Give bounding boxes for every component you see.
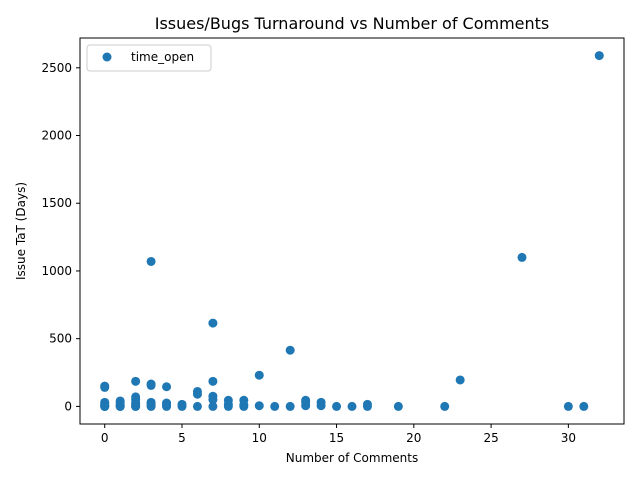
data-point — [362, 401, 372, 411]
data-point — [146, 380, 156, 390]
y-tick-label: 1500 — [41, 196, 72, 210]
data-point — [254, 401, 264, 411]
data-point — [517, 252, 527, 262]
data-point — [162, 401, 172, 411]
legend-marker — [102, 52, 112, 62]
plot-frame — [79, 37, 625, 425]
data-point — [100, 401, 110, 411]
data-point — [393, 401, 403, 411]
data-point — [239, 401, 249, 411]
x-tick-label: 0 — [101, 431, 109, 445]
data-point — [285, 401, 295, 411]
data-point — [162, 382, 172, 392]
data-point — [270, 401, 280, 411]
data-point — [208, 395, 218, 405]
data-point — [100, 382, 110, 392]
data-point — [146, 401, 156, 411]
x-tick-label: 30 — [561, 431, 576, 445]
data-point — [192, 389, 202, 399]
y-tick-label: 0 — [64, 399, 72, 413]
data-point — [440, 401, 450, 411]
data-point — [146, 256, 156, 266]
y-tick-label: 2500 — [41, 61, 72, 75]
data-point — [115, 401, 125, 411]
x-tick-label: 10 — [252, 431, 267, 445]
legend-label: time_open — [131, 50, 194, 64]
x-tick-label: 5 — [178, 431, 186, 445]
chart-title: Issues/Bugs Turnaround vs Number of Comm… — [155, 14, 550, 33]
data-point — [177, 401, 187, 411]
data-point — [131, 401, 141, 411]
data-points — [100, 51, 604, 411]
data-point — [223, 401, 233, 411]
data-point — [347, 401, 357, 411]
y-tick-label: 1000 — [41, 264, 72, 278]
legend: time_open — [86, 44, 212, 72]
data-point — [208, 376, 218, 386]
x-axis-label: Number of Comments — [286, 451, 418, 465]
data-point — [208, 318, 218, 328]
data-point — [254, 370, 264, 380]
y-tick-label: 500 — [49, 332, 72, 346]
data-point — [208, 401, 218, 411]
x-tick-label: 20 — [406, 431, 421, 445]
data-point — [192, 401, 202, 411]
data-point — [285, 345, 295, 355]
data-point — [332, 401, 342, 411]
x-tick-label: 15 — [329, 431, 344, 445]
data-point — [594, 51, 604, 61]
y-axis-label: Issue TaT (Days) — [14, 182, 28, 280]
data-point — [563, 401, 573, 411]
data-point — [579, 401, 589, 411]
x-axis-ticks: 0 5 10 15 20 25 30 — [101, 424, 576, 445]
y-axis-ticks: 0 500 1000 1500 2000 2500 — [41, 61, 80, 413]
x-tick-label: 25 — [483, 431, 498, 445]
legend-box — [86, 44, 212, 72]
data-point — [316, 401, 326, 411]
data-point — [301, 401, 311, 411]
data-point — [131, 376, 141, 386]
y-tick-label: 2000 — [41, 129, 72, 143]
data-point — [455, 375, 465, 385]
